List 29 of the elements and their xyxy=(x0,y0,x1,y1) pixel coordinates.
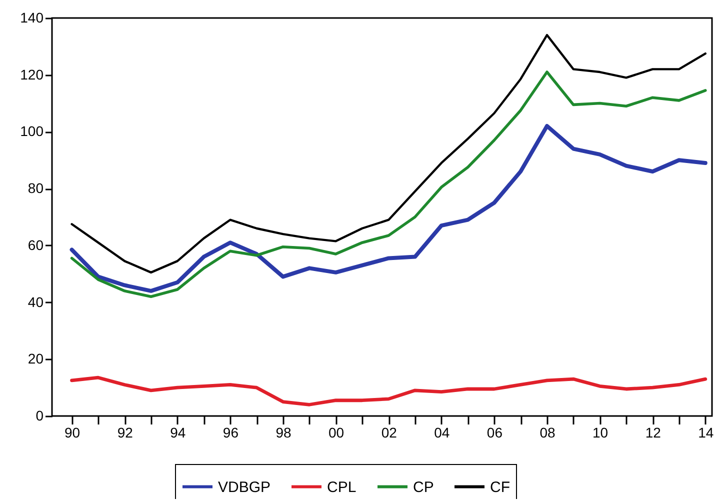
x-tick-label: 00 xyxy=(328,424,344,440)
line-series xyxy=(70,124,708,293)
x-tick-label: 02 xyxy=(381,424,398,440)
x-tick-label: 92 xyxy=(117,424,134,440)
x-tick-label: 12 xyxy=(645,424,662,440)
y-tick-label: 60 xyxy=(28,236,44,253)
x-tick-label: 96 xyxy=(222,424,239,440)
x-tick-label: 04 xyxy=(434,424,450,440)
x-tick-label: 98 xyxy=(276,424,292,440)
x-tick-label: 06 xyxy=(486,424,503,440)
y-tick-label: 0 xyxy=(36,408,44,424)
x-tick-label: 14 xyxy=(698,424,714,440)
line-series xyxy=(70,376,708,406)
y-tick-label: 40 xyxy=(28,294,44,310)
y-tick-label: 100 xyxy=(20,123,44,140)
y-tick-label: 140 xyxy=(20,10,44,26)
line-series xyxy=(70,70,707,298)
x-tick-label: 10 xyxy=(592,424,608,440)
legend-label: VDBGP xyxy=(218,478,271,496)
line-series xyxy=(70,34,706,274)
x-tick-label: 08 xyxy=(540,424,556,440)
x-tick-label: 94 xyxy=(170,424,186,440)
x-tick-label: 90 xyxy=(64,424,80,440)
legend-label: CP xyxy=(413,478,434,496)
y-tick-label: 20 xyxy=(28,350,44,367)
legend-label: CF xyxy=(490,478,510,496)
y-tick-label: 120 xyxy=(20,66,44,82)
y-tick-label: 80 xyxy=(28,180,44,196)
legend-label: CPL xyxy=(327,478,356,496)
